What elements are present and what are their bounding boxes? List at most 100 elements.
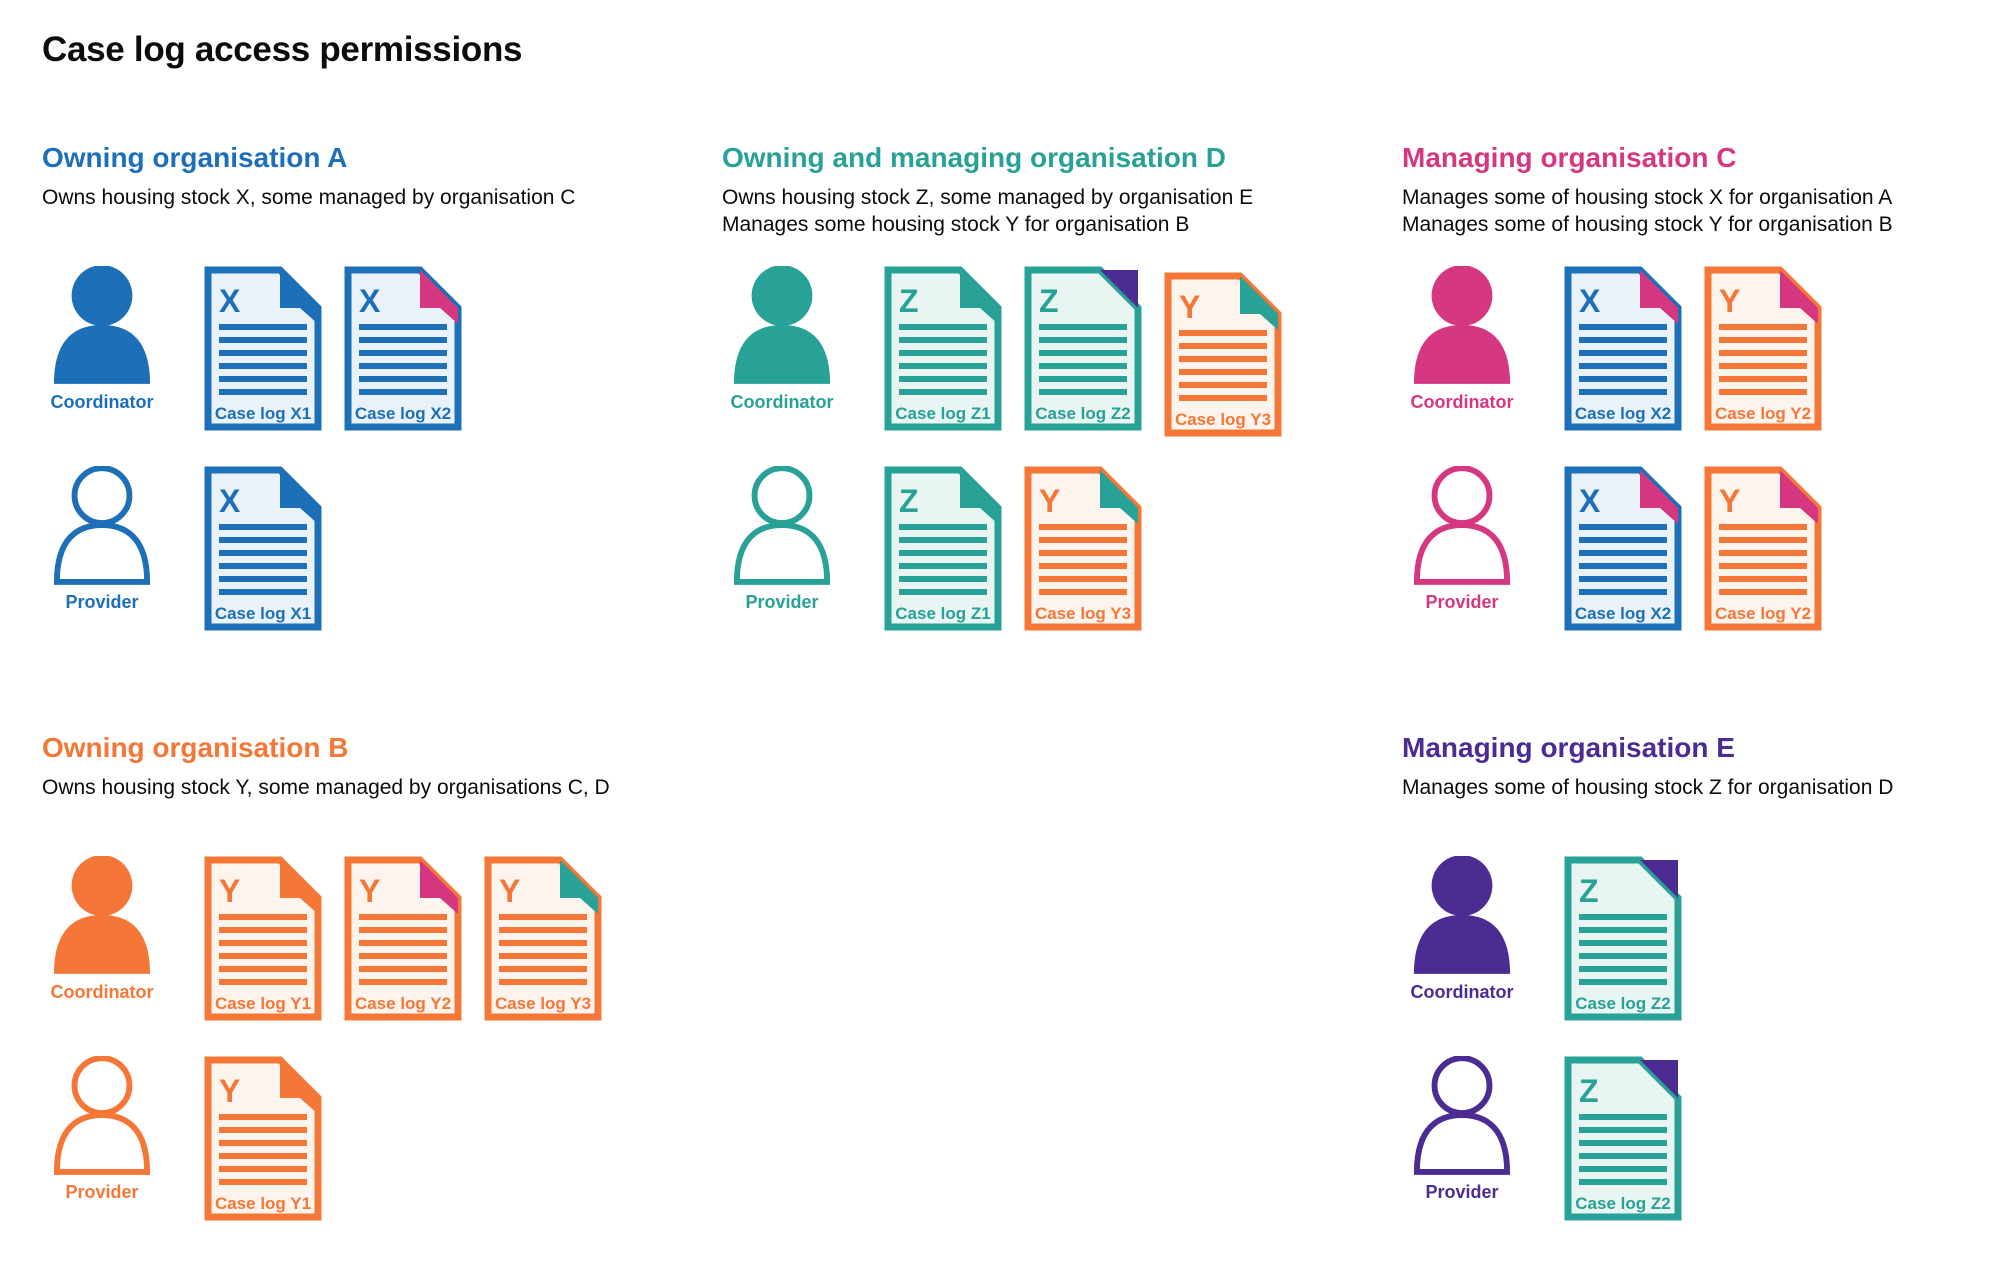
document-icon: Y Case log Y2 xyxy=(344,856,462,1021)
coordinator-row: Coordinator X Case log X1 X Case log X2 xyxy=(42,266,722,431)
document-icon: Y Case log Y3 xyxy=(484,856,602,1021)
document-text-lines xyxy=(899,324,987,395)
document-text-line xyxy=(219,337,307,343)
document-label: Case log Y2 xyxy=(1715,404,1811,423)
person-shoulders xyxy=(733,325,831,384)
document-label: Case log X2 xyxy=(355,404,451,423)
description-line: Owns housing stock Z, some managed by or… xyxy=(722,186,1254,209)
description-line: Manages some of housing stock X for orga… xyxy=(1402,186,1893,209)
document-text-lines xyxy=(219,1114,307,1185)
document-text-lines xyxy=(1719,524,1807,595)
person-shoulders xyxy=(53,325,151,384)
document-text-line xyxy=(1579,537,1667,543)
document-label: Case log Z2 xyxy=(1575,1194,1670,1213)
case-log-doc: Z Case log Z1 xyxy=(884,466,1002,631)
document-page xyxy=(344,266,462,431)
case-log-doc: Z Case log Z1 xyxy=(884,266,1002,431)
provider-row: Provider Z Case log Z1 Y Case log Y3 xyxy=(722,466,1402,631)
document-text-line xyxy=(899,389,987,395)
folded-corner-icon xyxy=(1640,470,1678,508)
page-title: Case log access permissions xyxy=(42,30,523,69)
case-log-doc: X Case log X1 xyxy=(204,266,322,431)
document-icon: X Case log X2 xyxy=(1564,466,1682,631)
document-text-line xyxy=(1579,524,1667,530)
folded-corner-icon xyxy=(280,860,318,898)
document-letter: X xyxy=(219,283,241,319)
document-letter: Z xyxy=(1579,1073,1599,1109)
description-line: Owns housing stock Y, some managed by or… xyxy=(42,776,610,799)
section-description: Manages some of housing stock Z for orga… xyxy=(1402,774,2000,848)
document-label: Case log Y3 xyxy=(1175,410,1271,429)
document-text-line xyxy=(359,927,447,933)
document-text-line xyxy=(1579,979,1667,985)
person-role-label: Provider xyxy=(745,592,819,612)
document-text-line xyxy=(1719,524,1807,530)
case-log-doc: Y Case log Y2 xyxy=(1704,466,1822,631)
document-text-line xyxy=(899,524,987,530)
document-icon: Y Case log Y3 xyxy=(1024,466,1142,631)
folded-corner-icon xyxy=(420,270,458,308)
coordinator-icon xyxy=(53,266,151,384)
document-text-lines xyxy=(359,914,447,985)
document-label: Case log Z1 xyxy=(895,404,990,423)
document-label: Case log X2 xyxy=(1575,604,1671,623)
document-text-line xyxy=(899,337,987,343)
case-log-doc: Y Case log Y1 xyxy=(204,1056,322,1221)
document-icon: X Case log X2 xyxy=(344,266,462,431)
document-icon: Y Case log Y1 xyxy=(204,856,322,1021)
document-text-line xyxy=(219,1114,307,1120)
folded-corner-icon xyxy=(420,860,458,898)
person-head xyxy=(71,466,133,526)
folded-corner-tail xyxy=(1660,508,1678,524)
document-icon: X Case log X2 xyxy=(1564,266,1682,431)
document-text-lines xyxy=(359,324,447,395)
doc-list: X Case log X1 X Case log X2 xyxy=(204,266,462,431)
person-role-label: Provider xyxy=(1425,592,1499,612)
person-role-label: Coordinator xyxy=(730,392,834,412)
document-icon: Y Case log Y1 xyxy=(204,1056,322,1221)
person-head xyxy=(1431,1056,1493,1116)
document-icon: X Case log X1 xyxy=(204,266,322,431)
doc-list: Z Case log Z2 xyxy=(1564,856,1682,1021)
document-text-line xyxy=(219,966,307,972)
document-text-lines xyxy=(1039,524,1127,595)
document-text-line xyxy=(1579,966,1667,972)
document-page xyxy=(884,466,1002,631)
document-letter: Y xyxy=(219,1073,240,1109)
section-description: Owns housing stock Z, some managed by or… xyxy=(722,184,1402,258)
person-head xyxy=(71,266,133,326)
document-page xyxy=(1564,466,1682,631)
coordinator-icon xyxy=(1413,266,1511,384)
person-role-label: Provider xyxy=(65,1182,139,1202)
section-owning-organisation-b: Owning organisation B Owns housing stock… xyxy=(42,732,722,1256)
document-page xyxy=(1024,266,1142,431)
folded-corner-icon xyxy=(1640,860,1678,898)
document-page xyxy=(204,856,322,1021)
document-text-line xyxy=(1579,324,1667,330)
case-log-doc: Z Case log Z2 xyxy=(1564,1056,1682,1221)
document-text-line xyxy=(1039,350,1127,356)
section-owning-organisation-a: Owning organisation A Owns housing stock… xyxy=(42,142,722,666)
document-text-line xyxy=(499,940,587,946)
document-page xyxy=(1564,1056,1682,1221)
document-text-lines xyxy=(1579,914,1667,985)
document-icon: Z Case log Z2 xyxy=(1024,266,1142,431)
folded-corner-icon xyxy=(1780,270,1818,308)
document-text-line xyxy=(219,1179,307,1185)
document-label: Case log Y3 xyxy=(1035,604,1131,623)
document-letter: Y xyxy=(1719,283,1740,319)
document-text-line xyxy=(219,914,307,920)
document-label: Case log Y1 xyxy=(215,994,311,1013)
doc-list: Z Case log Z1 Y Case log Y3 xyxy=(884,466,1142,631)
document-text-line xyxy=(499,927,587,933)
document-page xyxy=(1564,856,1682,1021)
person: Coordinator xyxy=(42,856,162,1003)
document-text-line xyxy=(899,563,987,569)
person-shoulders xyxy=(1413,915,1511,974)
document-text-line xyxy=(359,953,447,959)
document-letter: Z xyxy=(1039,283,1059,319)
case-log-doc: Y Case log Y1 xyxy=(204,856,322,1021)
section-title: Managing organisation E xyxy=(1402,732,1735,763)
section-title: Owning organisation B xyxy=(42,732,349,763)
